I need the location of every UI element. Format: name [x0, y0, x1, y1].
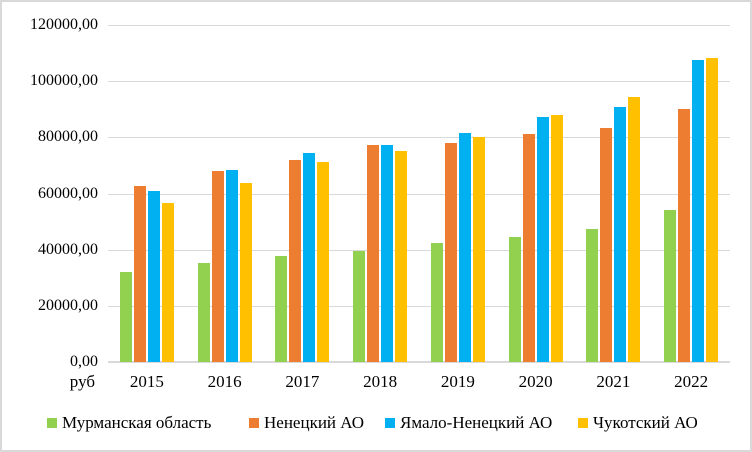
- legend-swatch-icon: [578, 418, 588, 428]
- bar: [706, 58, 719, 362]
- y-axis-unit-label: руб: [69, 372, 95, 391]
- x-tick-label: 2017: [285, 372, 320, 391]
- bar: [303, 152, 316, 362]
- legend-swatch-icon: [385, 418, 395, 428]
- y-tick-label: 80000,00: [38, 128, 98, 146]
- y-tick-label: 60000,00: [38, 184, 98, 202]
- bar-group-2019: [419, 25, 497, 362]
- bar-group-2015: [108, 25, 186, 362]
- y-tick-label: 100000,00: [30, 72, 98, 90]
- gridline: [108, 305, 730, 307]
- bar: [614, 107, 627, 362]
- x-tick-label: 2018: [363, 372, 398, 391]
- chart-legend: Мурманская область Ненецкий АО Ямало-Ненец…: [2, 412, 750, 438]
- x-axis-line: [108, 361, 730, 363]
- legend-item: Ненецкий АО: [249, 412, 364, 434]
- bar: [239, 182, 252, 362]
- bar: [197, 262, 210, 362]
- y-tick-label: 20000,00: [38, 296, 98, 314]
- bar-group-2020: [497, 25, 575, 362]
- legend-label: Мурманская область: [62, 413, 212, 432]
- bar: [458, 132, 471, 362]
- bar: [225, 169, 238, 362]
- legend-swatch-icon: [249, 418, 259, 428]
- bar: [317, 162, 330, 362]
- gridline: [108, 81, 730, 83]
- bar: [211, 171, 224, 362]
- bar: [600, 128, 613, 362]
- plot-area: [108, 25, 730, 363]
- bar-group-2016: [186, 25, 264, 362]
- bar-group-2022: [652, 25, 730, 362]
- x-tick-label: 2021: [596, 372, 631, 391]
- x-tick-label: 2022: [674, 372, 709, 391]
- bar: [550, 115, 563, 362]
- bar: [289, 160, 302, 362]
- legend-item: Чукотский АО: [578, 412, 698, 434]
- bar: [522, 133, 535, 362]
- bar-group-2018: [341, 25, 419, 362]
- x-tick-label: 2015: [129, 372, 164, 391]
- bar: [692, 60, 705, 362]
- legend-label: Ненецкий АО: [264, 413, 364, 432]
- gridline: [108, 25, 730, 26]
- bar: [133, 186, 146, 362]
- legend-label: Чукотский АО: [593, 413, 698, 432]
- bar: [586, 229, 599, 362]
- bar: [628, 97, 641, 362]
- bar: [395, 151, 408, 362]
- bar: [161, 202, 174, 362]
- legend-swatch-icon: [47, 418, 57, 428]
- bar: [536, 117, 549, 362]
- gridline: [108, 249, 730, 251]
- bar: [664, 210, 677, 362]
- gridline: [108, 137, 730, 139]
- bar: [381, 144, 394, 362]
- legend-item: Ямало-Ненецкий АО: [385, 412, 552, 434]
- bar: [444, 142, 457, 362]
- y-tick-label: 40000,00: [38, 240, 98, 258]
- x-tick-label: 2016: [207, 372, 242, 391]
- legend-label: Ямало-Ненецкий АО: [400, 413, 553, 432]
- bar: [508, 236, 521, 362]
- x-tick-label: 2019: [440, 372, 475, 391]
- bar: [430, 243, 443, 362]
- bar-group-2017: [264, 25, 342, 362]
- bar: [367, 145, 380, 362]
- bar: [353, 251, 366, 362]
- bar: [147, 190, 160, 362]
- bar: [119, 271, 132, 362]
- bar-group-2021: [575, 25, 653, 362]
- bar: [275, 256, 288, 362]
- y-tick-label: 0,00: [70, 353, 98, 370]
- bar: [678, 109, 691, 362]
- y-tick-label: 120000,00: [30, 16, 98, 33]
- bar: [472, 136, 485, 362]
- gridline: [108, 193, 730, 195]
- x-tick-label: 2020: [518, 372, 553, 391]
- legend-item: Мурманская область: [47, 412, 211, 434]
